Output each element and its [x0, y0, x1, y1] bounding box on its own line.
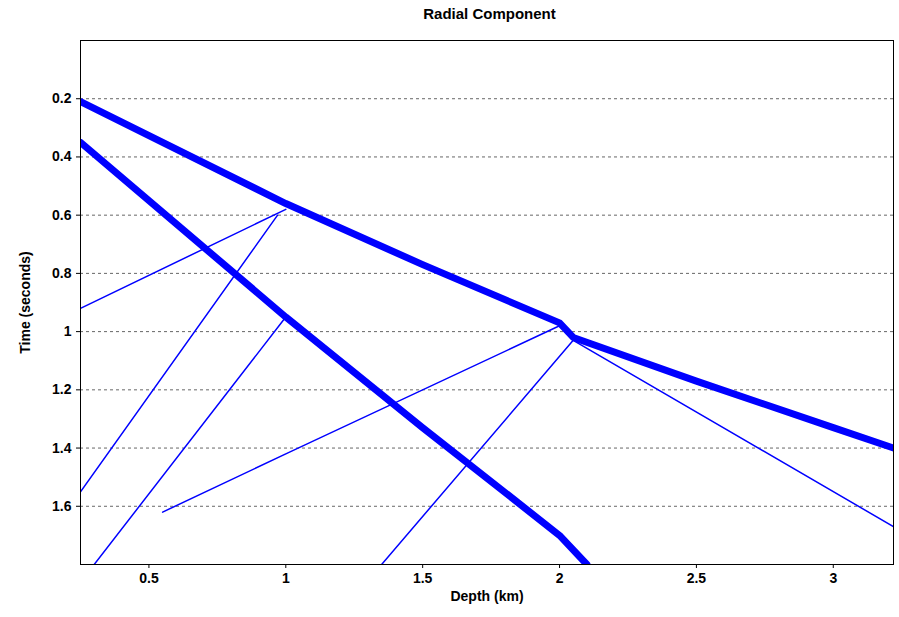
svg-text:Depth (km): Depth (km): [450, 588, 523, 604]
svg-text:Time (seconds): Time (seconds): [17, 251, 33, 353]
svg-text:2.5: 2.5: [687, 570, 707, 586]
svg-text:1.6: 1.6: [52, 498, 72, 514]
svg-text:3: 3: [829, 570, 837, 586]
svg-text:1: 1: [64, 323, 72, 339]
svg-text:1.2: 1.2: [52, 381, 72, 397]
html-text:Radial Component: Radial Component: [423, 5, 556, 22]
svg-text:0.8: 0.8: [52, 265, 72, 281]
svg-text:1.4: 1.4: [52, 440, 72, 456]
svg-text:1.5: 1.5: [413, 570, 433, 586]
svg-text:2: 2: [556, 570, 564, 586]
svg-text:1: 1: [282, 570, 290, 586]
svg-text:0.4: 0.4: [52, 148, 72, 164]
svg-text:0.2: 0.2: [52, 90, 72, 106]
svg-text:0.6: 0.6: [52, 207, 72, 223]
svg-text:0.5: 0.5: [139, 570, 159, 586]
